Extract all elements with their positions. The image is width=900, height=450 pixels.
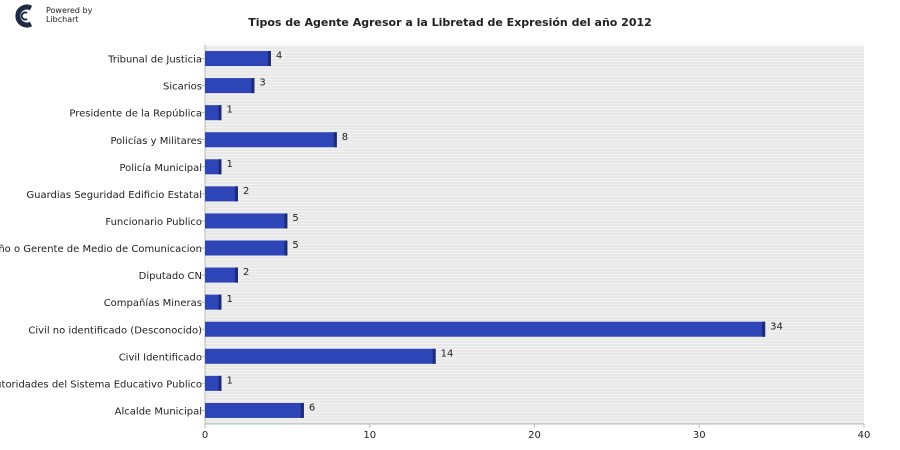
category-label: Guardias Seguridad Edificio Estatal xyxy=(26,190,202,201)
category-label: Dueño o Gerente de Medio de Comunicacion xyxy=(0,244,202,255)
category-label: Civil Identificado xyxy=(119,352,202,363)
bar-shadow xyxy=(251,78,255,94)
bar-shadow xyxy=(218,159,222,175)
bar-shadow xyxy=(267,51,271,67)
value-label: 2 xyxy=(243,267,249,278)
category-label: Policía Municipal xyxy=(119,162,202,174)
category-label: Tribunal de Justicia xyxy=(107,55,202,66)
category-label: Funcionario Publico xyxy=(105,217,202,228)
libchart-text: Libchart xyxy=(46,15,79,24)
bar-shadow xyxy=(218,105,222,121)
bar-shadow xyxy=(234,186,238,202)
value-label: 6 xyxy=(309,402,315,413)
bar-shadow xyxy=(284,213,288,229)
libchart-logo: Powered by Libchart xyxy=(14,4,104,28)
x-tick-label: 10 xyxy=(363,430,376,441)
bar xyxy=(205,375,222,391)
bar xyxy=(205,294,222,310)
value-label: 3 xyxy=(259,78,265,89)
bar xyxy=(205,240,288,256)
bar-shadow xyxy=(762,321,766,337)
bar xyxy=(205,186,238,202)
category-label: Presidente de la República xyxy=(69,108,202,120)
bar-shadow xyxy=(218,294,222,310)
category-label: Sicarios xyxy=(163,82,202,93)
bar xyxy=(205,159,222,175)
powered-by-text: Powered by xyxy=(46,6,93,15)
bar xyxy=(205,402,304,418)
bar xyxy=(205,321,766,337)
value-label: 8 xyxy=(342,132,348,143)
value-label: 34 xyxy=(770,321,783,332)
value-label: 5 xyxy=(292,240,298,251)
bar xyxy=(205,105,222,121)
category-label: Policías y Militares xyxy=(110,135,202,147)
bar xyxy=(205,132,337,148)
chart-title: Tipos de Agente Agresor a la Libretad de… xyxy=(248,16,652,29)
value-label: 4 xyxy=(276,51,282,62)
bar-shadow xyxy=(333,132,337,148)
category-label: Civil no identificado (Desconocido) xyxy=(28,325,202,336)
category-label: Alcalde Municipal xyxy=(115,406,202,417)
bar-shadow xyxy=(218,375,222,391)
bar xyxy=(205,51,271,67)
value-label: 5 xyxy=(292,213,298,224)
value-label: 1 xyxy=(226,294,232,305)
value-label: 1 xyxy=(226,105,232,116)
category-label: Autoridades del Sistema Educativo Public… xyxy=(0,379,202,390)
libchart-logo-icon xyxy=(15,4,33,28)
x-tick-label: 40 xyxy=(858,430,871,441)
bar xyxy=(205,348,436,364)
value-label: 2 xyxy=(243,186,249,197)
x-tick-label: 0 xyxy=(202,430,208,441)
bar xyxy=(205,267,238,283)
bar-shadow xyxy=(234,267,238,283)
category-label: Compañías Mineras xyxy=(104,297,202,309)
x-tick-label: 30 xyxy=(693,430,706,441)
bar-shadow xyxy=(300,402,304,418)
bar xyxy=(205,78,255,94)
value-label: 1 xyxy=(226,375,232,386)
value-label: 1 xyxy=(226,159,232,170)
bar-shadow xyxy=(284,240,288,256)
x-tick-label: 20 xyxy=(528,430,541,441)
category-label: Diputado CN xyxy=(139,271,202,282)
value-label: 14 xyxy=(441,348,454,359)
bar xyxy=(205,213,288,229)
bar-shadow xyxy=(432,348,436,364)
